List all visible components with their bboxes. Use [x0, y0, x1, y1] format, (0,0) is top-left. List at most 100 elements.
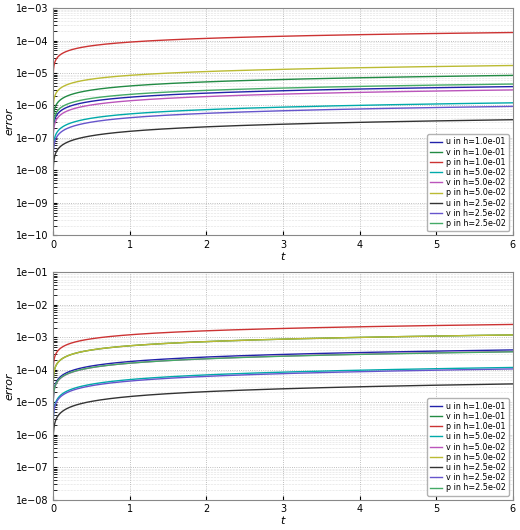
- p in h=1.0e-01: [501, 321, 507, 328]
- p in h=2.5e-02: [246, 86, 252, 92]
- p in h=5.0e-02: [501, 63, 507, 69]
- Line: v in h=1.0e-01: v in h=1.0e-01: [53, 335, 513, 402]
- p in h=1.0e-01: [451, 322, 457, 329]
- v in h=1.0e-01: [246, 337, 252, 343]
- X-axis label: t: t: [281, 252, 285, 261]
- u in h=5.0e-02: [129, 376, 136, 383]
- v in h=1.0e-01: [129, 83, 136, 89]
- v in h=2.5e-02: [129, 377, 136, 384]
- Line: p in h=5.0e-02: p in h=5.0e-02: [53, 66, 513, 126]
- v in h=1.0e-01: [226, 338, 232, 344]
- Line: u in h=2.5e-02: u in h=2.5e-02: [53, 120, 513, 191]
- p in h=1.0e-01: [102, 334, 109, 340]
- p in h=5.0e-02: [50, 123, 56, 129]
- Line: p in h=2.5e-02: p in h=2.5e-02: [53, 84, 513, 147]
- p in h=5.0e-02: [226, 338, 232, 344]
- v in h=1.0e-01: [50, 399, 56, 405]
- v in h=1.0e-01: [510, 72, 516, 78]
- u in h=1.0e-01: [501, 84, 507, 90]
- u in h=1.0e-01: [102, 96, 109, 103]
- Line: v in h=2.5e-02: v in h=2.5e-02: [53, 369, 513, 444]
- v in h=1.0e-01: [451, 73, 457, 79]
- v in h=5.0e-02: [451, 349, 457, 356]
- p in h=2.5e-02: [226, 355, 232, 361]
- u in h=5.0e-02: [50, 439, 56, 445]
- v in h=2.5e-02: [501, 366, 507, 372]
- u in h=5.0e-02: [451, 101, 457, 107]
- p in h=1.0e-01: [510, 321, 516, 328]
- u in h=1.0e-01: [102, 361, 109, 367]
- X-axis label: t: t: [281, 516, 285, 526]
- u in h=1.0e-01: [501, 347, 507, 353]
- u in h=2.5e-02: [226, 387, 232, 394]
- v in h=1.0e-01: [129, 342, 136, 349]
- v in h=2.5e-02: [451, 104, 457, 110]
- v in h=2.5e-02: [50, 173, 56, 179]
- u in h=1.0e-01: [129, 94, 136, 100]
- v in h=2.5e-02: [102, 381, 109, 387]
- p in h=2.5e-02: [102, 93, 109, 100]
- p in h=2.5e-02: [510, 81, 516, 87]
- u in h=1.0e-01: [246, 352, 252, 359]
- p in h=5.0e-02: [510, 332, 516, 338]
- u in h=2.5e-02: [501, 117, 507, 123]
- v in h=5.0e-02: [129, 360, 136, 366]
- v in h=5.0e-02: [129, 98, 136, 104]
- p in h=1.0e-01: [501, 30, 507, 36]
- v in h=2.5e-02: [102, 117, 109, 123]
- p in h=5.0e-02: [246, 67, 252, 73]
- u in h=5.0e-02: [510, 100, 516, 106]
- p in h=2.5e-02: [246, 354, 252, 360]
- u in h=2.5e-02: [129, 128, 136, 134]
- p in h=5.0e-02: [129, 72, 136, 78]
- u in h=2.5e-02: [451, 118, 457, 124]
- u in h=5.0e-02: [102, 113, 109, 119]
- Line: v in h=1.0e-01: v in h=1.0e-01: [53, 75, 513, 140]
- p in h=5.0e-02: [501, 332, 507, 338]
- u in h=1.0e-01: [510, 347, 516, 353]
- Line: p in h=2.5e-02: p in h=2.5e-02: [53, 352, 513, 421]
- v in h=2.5e-02: [226, 109, 232, 116]
- p in h=5.0e-02: [451, 63, 457, 69]
- v in h=1.0e-01: [510, 332, 516, 338]
- u in h=2.5e-02: [510, 117, 516, 123]
- v in h=2.5e-02: [226, 372, 232, 378]
- p in h=5.0e-02: [451, 332, 457, 339]
- Line: v in h=5.0e-02: v in h=5.0e-02: [53, 351, 513, 423]
- u in h=5.0e-02: [246, 105, 252, 111]
- u in h=2.5e-02: [501, 381, 507, 387]
- u in h=5.0e-02: [226, 105, 232, 112]
- p in h=5.0e-02: [102, 74, 109, 81]
- p in h=5.0e-02: [226, 68, 232, 74]
- u in h=2.5e-02: [226, 123, 232, 129]
- u in h=1.0e-01: [246, 89, 252, 95]
- p in h=2.5e-02: [50, 144, 56, 151]
- v in h=5.0e-02: [501, 87, 507, 93]
- Line: p in h=1.0e-01: p in h=1.0e-01: [53, 32, 513, 91]
- p in h=1.0e-01: [129, 331, 136, 338]
- u in h=5.0e-02: [510, 364, 516, 370]
- v in h=2.5e-02: [510, 366, 516, 372]
- p in h=2.5e-02: [50, 418, 56, 425]
- Line: u in h=1.0e-01: u in h=1.0e-01: [53, 350, 513, 421]
- u in h=2.5e-02: [50, 458, 56, 465]
- p in h=2.5e-02: [451, 82, 457, 88]
- v in h=5.0e-02: [501, 349, 507, 355]
- p in h=2.5e-02: [501, 349, 507, 355]
- p in h=1.0e-01: [246, 326, 252, 332]
- u in h=1.0e-01: [510, 83, 516, 90]
- u in h=1.0e-01: [451, 84, 457, 91]
- p in h=1.0e-01: [246, 34, 252, 40]
- v in h=1.0e-01: [451, 332, 457, 339]
- u in h=5.0e-02: [226, 371, 232, 377]
- v in h=5.0e-02: [226, 93, 232, 99]
- v in h=5.0e-02: [102, 363, 109, 369]
- p in h=5.0e-02: [510, 63, 516, 69]
- u in h=1.0e-01: [226, 89, 232, 95]
- p in h=1.0e-01: [129, 39, 136, 45]
- v in h=5.0e-02: [451, 87, 457, 94]
- Y-axis label: error: error: [4, 372, 14, 400]
- u in h=5.0e-02: [50, 168, 56, 174]
- Line: p in h=5.0e-02: p in h=5.0e-02: [53, 335, 513, 402]
- v in h=2.5e-02: [451, 367, 457, 373]
